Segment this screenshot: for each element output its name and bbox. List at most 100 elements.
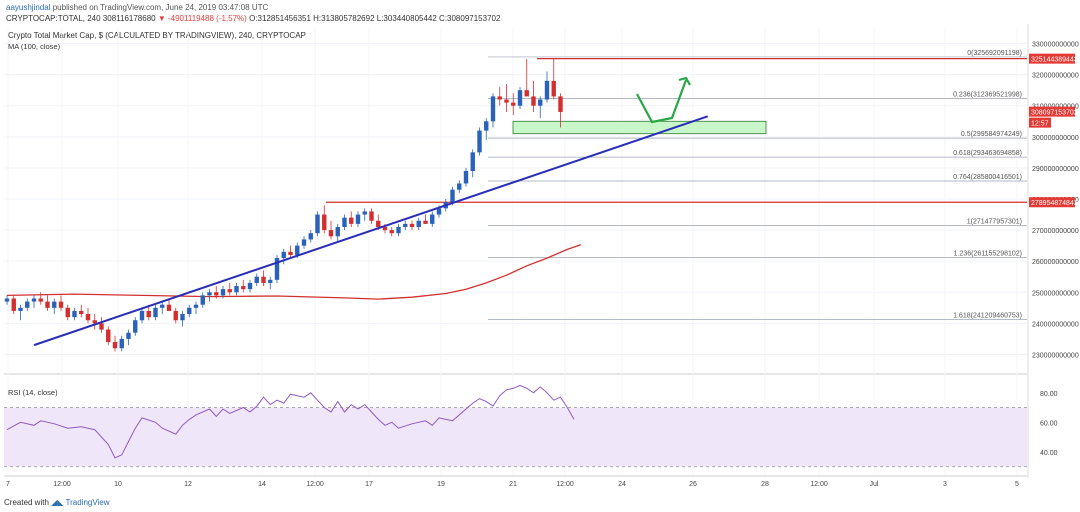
price-axis[interactable]: 3300000000003200000000003100000000003000… — [1027, 24, 1079, 478]
y-tick-label: 260000000000 — [1032, 259, 1079, 266]
fibonacci-levels: 0(325692091198) 0.236(312369521998) 0.5(29… — [326, 50, 1027, 320]
candle-body — [470, 152, 475, 172]
rsi-tick-label: 40.00 — [1040, 450, 1058, 457]
candle-body — [301, 239, 307, 246]
x-tick-label: 10 — [114, 481, 122, 488]
rsi-tick-label: 80.00 — [1040, 391, 1058, 398]
x-tick-label: 5 — [1015, 481, 1019, 488]
candle-body — [92, 320, 97, 324]
candle-body — [511, 102, 516, 106]
fib-level-label: 1.236(261155298102) — [954, 251, 1022, 258]
quote-change: ▼ -4901119488 (-1.57%) — [157, 14, 247, 23]
candle-body — [45, 301, 50, 308]
candle-body — [153, 307, 158, 318]
candle-body — [126, 332, 131, 339]
projection-arrows — [636, 76, 691, 124]
candle-body — [335, 226, 340, 237]
quote-ohlc: O:312851456351 H:313805782692 L:30344080… — [249, 14, 501, 23]
price-badge-label: 325144389443 — [1031, 57, 1078, 64]
tradingview-link[interactable]: TradingView — [65, 498, 110, 507]
candle-body — [247, 282, 253, 290]
candle-body — [558, 96, 563, 112]
candle-body — [227, 289, 232, 293]
support-zone — [512, 120, 767, 135]
candle-body — [38, 298, 43, 302]
y-tick-label: 250000000000 — [1032, 290, 1079, 297]
candle-body — [504, 99, 509, 103]
time-axis[interactable]: 7 12:00 10 12 14 12:00 17 19 21 12:00 24 26 28 12:00 J… — [4, 475, 1027, 488]
y-tick-label: 240000000000 — [1032, 321, 1079, 328]
rsi-panel — [4, 384, 1027, 468]
candle-body — [146, 310, 151, 318]
candle-body — [274, 258, 280, 280]
x-tick-label: 19 — [437, 481, 445, 488]
x-tick-label: 12:00 — [556, 481, 574, 488]
x-tick-label: 21 — [509, 481, 517, 488]
candle-body — [25, 301, 30, 308]
candle-body — [31, 298, 37, 302]
countdown-badge — [1029, 117, 1051, 128]
candle-body — [538, 99, 543, 106]
fib-level-label: 0.5(299584974249) — [961, 131, 1022, 138]
x-tick-label: 3 — [943, 481, 947, 488]
fib-level-label: 0.618(293463694858) — [953, 150, 1022, 157]
x-tick-label: 17 — [365, 481, 373, 488]
candle-body — [79, 310, 84, 315]
quote-line: CRYPTOCAP:TOTAL, 240 308116178680 ▼ -490… — [6, 14, 500, 23]
projection-arrow — [636, 79, 688, 124]
candle-body — [308, 233, 313, 240]
candle-body — [315, 214, 320, 234]
publish-header: aayushjindal published on TradingView.co… — [0, 0, 1080, 24]
candle-body — [517, 90, 523, 106]
x-tick-label: 12:00 — [810, 481, 828, 488]
y-tick-label: 330000000000 — [1032, 42, 1079, 49]
candle-body — [52, 301, 57, 308]
candle-body — [531, 96, 536, 106]
candle-body — [254, 276, 259, 283]
candle-body — [207, 292, 212, 296]
publish-info: aayushjindal published on TradingView.co… — [6, 3, 268, 12]
quote-symbol: CRYPTOCAP:TOTAL, 240 — [6, 14, 101, 23]
x-tick-label: 14 — [258, 481, 266, 488]
fib-level-label: 1.618(241209460753) — [953, 313, 1022, 320]
candle-body — [376, 220, 381, 227]
candlesticks — [4, 59, 563, 352]
fib-level-label: 0.764(285800416501) — [953, 174, 1022, 181]
candle-body — [355, 214, 361, 224]
candle-body — [544, 80, 550, 100]
candle-body — [65, 307, 70, 318]
price-badge — [1029, 197, 1075, 208]
y-tick-label: 320000000000 — [1032, 73, 1079, 80]
candle-body — [119, 338, 124, 349]
published-text: published on TradingView.com, June 24, 2… — [52, 3, 269, 12]
candle-body — [349, 217, 354, 224]
arrowhead-icon — [678, 76, 691, 86]
candle-body — [490, 96, 496, 122]
candle-body — [457, 183, 462, 190]
candle-body — [187, 307, 192, 315]
author-link[interactable]: aayushjindal — [6, 3, 51, 12]
moving-average — [6, 244, 582, 300]
candle-body — [18, 307, 23, 311]
price-badge — [1029, 53, 1075, 64]
fib-level-label: 1(271477957301) — [967, 218, 1022, 225]
candle-body — [241, 286, 246, 290]
price-badge-label: 308097153702 — [1031, 110, 1078, 117]
candle-body — [200, 295, 205, 305]
candle-body — [328, 230, 334, 237]
tradingview-logo-icon: ◢◣ — [51, 498, 64, 507]
candle-body — [423, 220, 428, 224]
candle-body — [362, 211, 367, 215]
countdown-label: 12:57 — [1031, 121, 1049, 128]
fib-level-label: 0.236(312369521998) — [953, 91, 1022, 98]
fib-level-label: 0(325692091198) — [967, 50, 1022, 57]
candle-body — [99, 323, 104, 330]
x-tick-label: 26 — [689, 481, 697, 488]
candle-body — [166, 304, 172, 311]
x-tick-label: 7 — [6, 481, 10, 488]
footer-created: Created with — [4, 498, 49, 507]
ma-legend: MA (100, close) — [8, 42, 61, 51]
price-badges: 325144389443 308097153702 278954874843 12:5… — [1029, 53, 1078, 208]
candle-body — [72, 310, 77, 318]
